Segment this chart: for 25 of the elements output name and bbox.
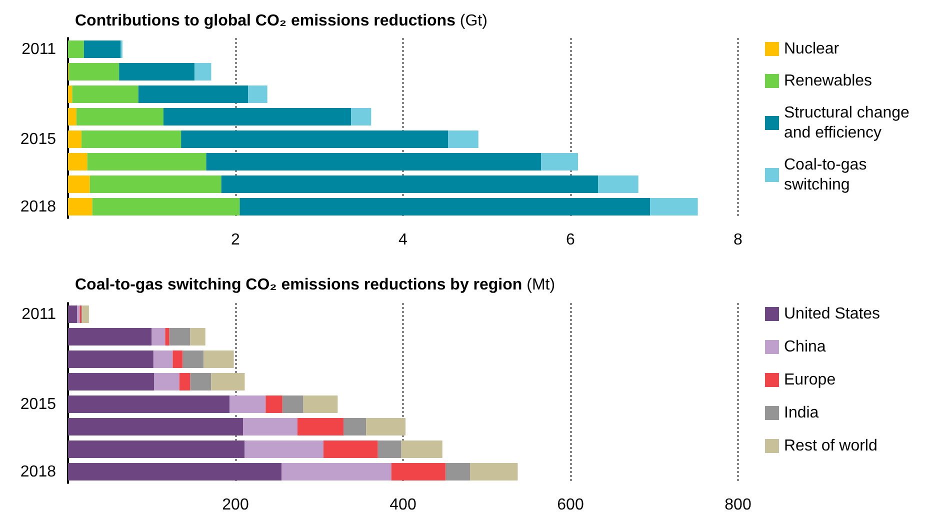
x-tick-label: 600	[557, 496, 584, 514]
legend-label: Renewables	[784, 72, 872, 90]
x-tick-label: 8	[734, 232, 743, 248]
y-tick-label: 2015	[20, 130, 56, 148]
y-tick-label: 2018	[20, 463, 56, 480]
legend-label: China	[784, 338, 826, 356]
x-tick-label: 2	[231, 232, 240, 248]
legend-label: United States	[784, 306, 880, 322]
legend-label: Rest of world	[784, 438, 878, 454]
x-tick-label: 200	[222, 496, 249, 514]
y-tick-label: 2011	[22, 40, 56, 58]
legend-label: Structural change and efficiency	[784, 104, 914, 142]
x-tick-label: 400	[390, 496, 416, 514]
legend-label: Coal-to-gas switching	[784, 156, 872, 194]
chart-title: Coal-to-gas switching CO₂ emissions reductions by region (Mt)	[75, 276, 556, 294]
x-tick-label: 800	[724, 496, 752, 514]
x-tick-label: 4	[398, 232, 408, 248]
legend-label: Nuclear	[784, 40, 840, 58]
legend-label: India	[784, 404, 819, 422]
legend-label: Europe	[784, 372, 836, 388]
y-tick-label: 2011	[22, 306, 56, 323]
y-tick-label: 2015	[20, 396, 56, 413]
chart-title: Contributions to global CO₂ emissions reductions (Gt)	[75, 12, 488, 30]
x-tick-label: 6	[566, 232, 576, 248]
y-tick-label: 2018	[20, 198, 56, 216]
